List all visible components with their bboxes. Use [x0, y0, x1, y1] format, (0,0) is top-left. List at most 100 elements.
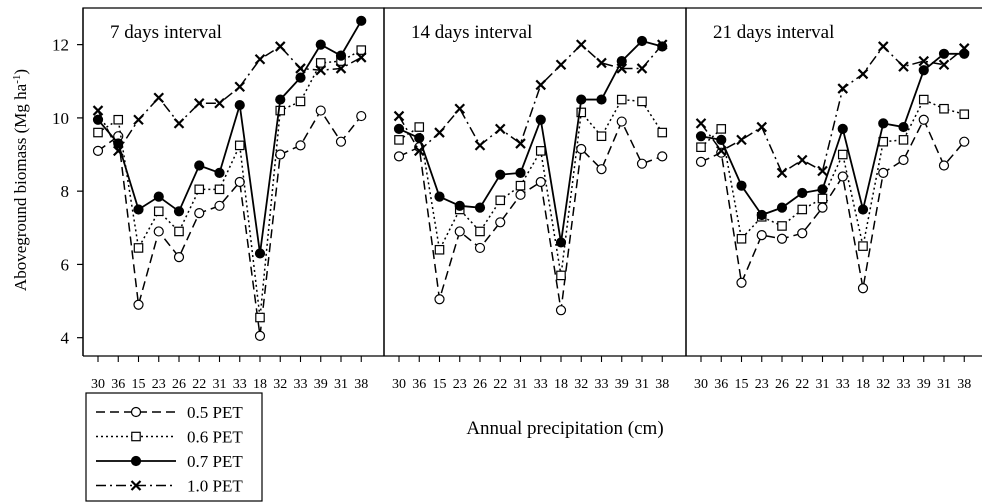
data-point [275, 105, 286, 116]
data-point [515, 189, 526, 200]
data-point [959, 136, 970, 147]
x-tick-label: 31 [334, 377, 348, 392]
panel-title: 14 days interval [411, 22, 532, 43]
data-point [133, 243, 144, 253]
x-tick-label: 31 [213, 377, 227, 392]
data-point [515, 180, 526, 191]
data-point [275, 94, 286, 105]
data-point [454, 226, 465, 237]
legend-item: 1.0 PET [96, 477, 243, 496]
data-point [434, 244, 445, 255]
data-point [837, 171, 848, 182]
data-point [938, 48, 950, 59]
data-point [555, 59, 567, 71]
data-point [898, 61, 909, 72]
data-point [837, 149, 848, 160]
x-tick-label: 38 [655, 377, 669, 392]
data-point [535, 79, 547, 91]
data-point [153, 206, 164, 217]
data-point [695, 131, 707, 142]
data-point [555, 237, 567, 248]
data-point [356, 110, 367, 122]
data-point [736, 134, 747, 146]
data-point [315, 105, 326, 116]
data-point [938, 160, 950, 171]
x-tick-label: 26 [172, 377, 186, 392]
data-point [555, 305, 567, 316]
legend-label: 1.0 PET [187, 477, 243, 496]
data-point [254, 248, 266, 259]
data-point [174, 226, 184, 237]
data-point [657, 127, 668, 138]
data-point [636, 35, 648, 47]
data-point [777, 221, 787, 231]
data-point [858, 241, 868, 251]
data-point [736, 233, 747, 244]
data-point [596, 94, 607, 105]
data-point [414, 132, 425, 144]
series-line [700, 52, 965, 217]
data-point [413, 145, 425, 157]
legend-item: 0.6 PET [96, 428, 243, 447]
data-point [93, 127, 103, 138]
x-tick-label: 31 [937, 377, 951, 392]
data-point [898, 121, 909, 133]
data-point [857, 68, 869, 80]
data-point [355, 52, 367, 63]
data-point [756, 209, 767, 221]
data-point [214, 200, 225, 211]
data-point [878, 167, 889, 178]
data-point [797, 187, 808, 199]
data-point [315, 58, 326, 68]
data-point [335, 136, 347, 147]
data-point [356, 45, 367, 55]
data-point [194, 160, 205, 171]
data-point [796, 154, 808, 166]
x-tick-label: 32 [273, 377, 287, 392]
series-0-7-pet [695, 48, 970, 221]
x-tick-label: 30 [694, 377, 708, 392]
data-point [335, 63, 347, 74]
legend-marker [130, 455, 142, 467]
data-point [657, 41, 668, 52]
data-point [797, 204, 808, 215]
data-point [515, 138, 526, 149]
legend-marker [131, 431, 141, 442]
data-point [133, 204, 144, 215]
panel-1: 7 days interval 30 36 15 23 26 22 31 33 18 32 33 39 3… [82, 7, 385, 392]
panel-3: 21 days interval 30 36 15 23 26 22 31 33 18 32 33 39… [685, 7, 982, 392]
legend-label: 0.5 PET [187, 403, 243, 422]
data-point [817, 165, 828, 177]
x-tick-label: 26 [473, 377, 487, 392]
series-line [700, 117, 965, 289]
data-point [695, 118, 707, 129]
data-point [656, 39, 668, 50]
series-0-5-pet [695, 114, 970, 294]
series-line [97, 49, 362, 318]
data-point [898, 135, 909, 145]
series-0-6-pet [93, 45, 367, 323]
data-point [515, 167, 526, 178]
data-point [434, 127, 445, 138]
data-point [194, 184, 205, 195]
y-axis-label: Aboveground biomass (Mg ha-1) [11, 69, 30, 291]
data-point [736, 277, 747, 288]
y-tick-label: 10 [52, 109, 69, 128]
data-point [254, 54, 266, 65]
data-point [636, 63, 648, 74]
legend-label: 0.6 PET [187, 428, 243, 447]
data-point [898, 154, 909, 166]
data-point [636, 158, 648, 169]
data-point [133, 299, 144, 310]
data-point [274, 41, 286, 52]
data-point [434, 191, 445, 202]
data-point [596, 164, 607, 175]
data-point [596, 57, 607, 69]
x-tick-label: 33 [534, 377, 548, 392]
data-point [474, 242, 486, 254]
data-point [756, 230, 767, 241]
data-point [877, 41, 889, 52]
data-point [616, 116, 627, 127]
data-point [817, 184, 828, 195]
data-point [234, 176, 245, 188]
